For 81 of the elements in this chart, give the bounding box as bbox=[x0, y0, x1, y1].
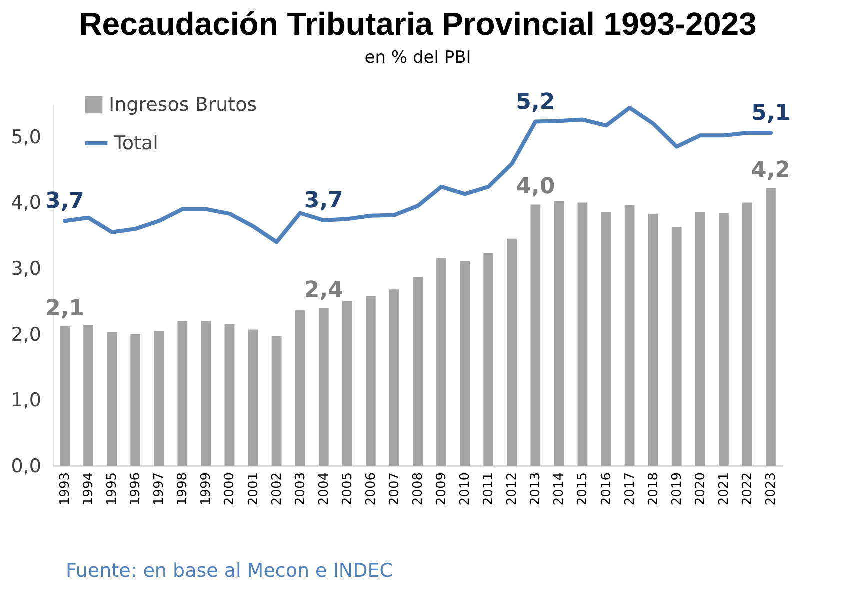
data-label: 4,2 bbox=[752, 158, 790, 184]
x-tick-label: 2020 bbox=[693, 472, 708, 506]
y-tick-label: 5,0 bbox=[11, 126, 42, 148]
y-tick-label: 2,0 bbox=[11, 324, 42, 346]
data-label: 5,2 bbox=[516, 90, 556, 115]
chart-subtitle: en % del PBI bbox=[364, 48, 472, 68]
y-tick-label: 0,0 bbox=[11, 456, 42, 478]
data-label: 3,7 bbox=[304, 188, 344, 214]
x-tick-label: 1995 bbox=[105, 472, 120, 506]
bar bbox=[154, 331, 164, 466]
legend-label: Ingresos Brutos bbox=[109, 94, 258, 116]
bar bbox=[672, 227, 682, 466]
bar bbox=[766, 188, 776, 466]
x-tick-label: 2010 bbox=[458, 472, 474, 506]
x-tick-label: 2006 bbox=[364, 472, 379, 506]
x-tick-label: 2022 bbox=[740, 472, 756, 506]
x-tick-label: 2011 bbox=[482, 472, 497, 506]
x-tick-label: 2016 bbox=[599, 472, 614, 506]
x-tick-label: 2019 bbox=[670, 472, 685, 506]
x-tick-label: 2012 bbox=[505, 472, 520, 506]
bar bbox=[84, 325, 94, 466]
x-tick-label: 2009 bbox=[434, 472, 450, 506]
bar bbox=[484, 253, 494, 466]
bar bbox=[507, 238, 518, 466]
bar bbox=[530, 204, 541, 466]
source-note: Fuente: en base al Mecon e INDEC bbox=[66, 560, 393, 582]
bar bbox=[742, 202, 752, 466]
bar bbox=[601, 212, 612, 466]
x-tick-label: 1998 bbox=[176, 472, 191, 506]
chart-title: Recaudación Tributaria Provincial 1993-2023 bbox=[79, 6, 757, 42]
legend-label: Total bbox=[113, 132, 158, 154]
data-label: 4,0 bbox=[516, 174, 556, 200]
bar bbox=[436, 258, 446, 466]
x-tick-label: 2015 bbox=[576, 472, 591, 506]
data-label: 5,1 bbox=[752, 100, 790, 126]
x-tick-label: 2014 bbox=[552, 472, 568, 506]
bar bbox=[178, 321, 188, 466]
x-tick-label: 1999 bbox=[199, 472, 214, 506]
bar bbox=[107, 332, 118, 466]
y-tick-label: 3,0 bbox=[11, 258, 42, 280]
x-tick-label: 2001 bbox=[246, 472, 262, 506]
x-tick-label: 2007 bbox=[387, 472, 402, 506]
x-tick-label: 1997 bbox=[152, 472, 168, 506]
bar bbox=[60, 326, 70, 466]
x-tick-label: 2021 bbox=[716, 472, 732, 506]
y-tick-label: 4,0 bbox=[11, 192, 42, 214]
bar bbox=[695, 212, 706, 466]
bar bbox=[272, 336, 282, 466]
bar bbox=[413, 277, 423, 466]
x-tick-label: 1993 bbox=[58, 472, 73, 506]
bar bbox=[390, 290, 400, 466]
bar bbox=[224, 324, 235, 466]
bar bbox=[460, 261, 470, 466]
data-label: 2,1 bbox=[46, 296, 84, 322]
bar bbox=[342, 301, 352, 466]
x-tick-label: 2018 bbox=[646, 472, 662, 506]
bar bbox=[130, 334, 141, 466]
y-tick-label: 1,0 bbox=[11, 390, 42, 412]
x-tick-label: 2003 bbox=[293, 472, 308, 506]
x-tick-label: 2023 bbox=[764, 472, 779, 506]
x-tick-label: 1994 bbox=[82, 472, 97, 506]
x-tick-label: 2008 bbox=[411, 472, 426, 506]
x-tick-label: 2013 bbox=[528, 472, 544, 506]
bar bbox=[201, 321, 212, 466]
x-tick-label: 2002 bbox=[270, 472, 285, 506]
bar bbox=[648, 214, 658, 466]
bar bbox=[318, 308, 329, 466]
bar bbox=[248, 330, 258, 466]
x-tick-label: 2017 bbox=[622, 472, 638, 506]
x-tick-label: 2004 bbox=[316, 472, 332, 506]
bar bbox=[554, 201, 564, 466]
x-tick-label: 2005 bbox=[340, 472, 356, 506]
data-label: 2,4 bbox=[304, 278, 344, 304]
bar bbox=[366, 296, 376, 466]
x-tick-label: 2000 bbox=[222, 472, 238, 506]
data-label: 3,7 bbox=[46, 189, 84, 214]
bar bbox=[295, 310, 306, 466]
bar bbox=[578, 202, 588, 466]
bar bbox=[718, 213, 729, 466]
bar bbox=[624, 205, 635, 466]
x-tick-label: 1996 bbox=[128, 472, 144, 506]
